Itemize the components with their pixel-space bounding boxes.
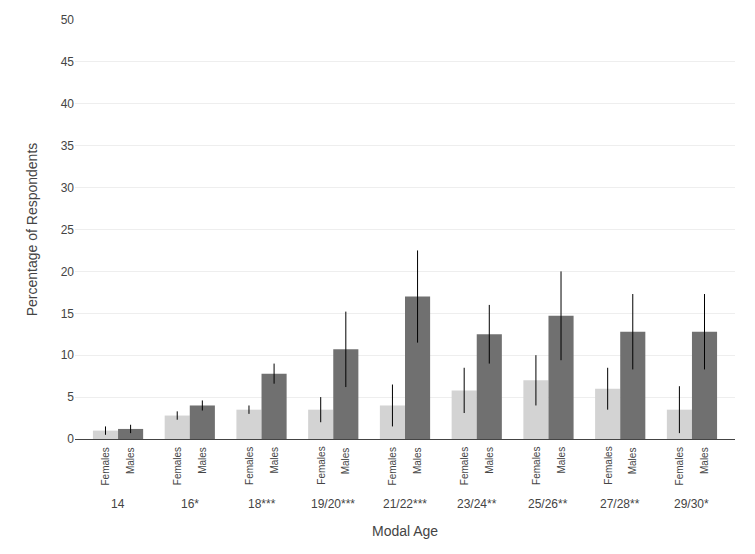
svg-text:Females: Females xyxy=(244,447,255,485)
svg-text:35: 35 xyxy=(61,139,75,153)
svg-text:21/22***: 21/22*** xyxy=(383,497,427,511)
svg-text:50: 50 xyxy=(61,13,75,27)
svg-text:30: 30 xyxy=(61,181,75,195)
svg-text:45: 45 xyxy=(61,55,75,69)
svg-text:40: 40 xyxy=(61,97,75,111)
svg-text:Males: Males xyxy=(412,447,423,474)
svg-text:23/24**: 23/24** xyxy=(457,497,497,511)
svg-text:20: 20 xyxy=(61,265,75,279)
svg-text:10: 10 xyxy=(61,348,75,362)
svg-text:Percentage of Respondents: Percentage of Respondents xyxy=(24,143,40,317)
svg-text:15: 15 xyxy=(61,307,75,321)
svg-text:Females: Females xyxy=(531,447,542,485)
svg-text:18***: 18*** xyxy=(248,497,276,511)
svg-text:0: 0 xyxy=(67,432,74,446)
svg-text:Males: Males xyxy=(269,447,280,474)
svg-text:Males: Males xyxy=(627,448,638,475)
svg-text:25/26**: 25/26** xyxy=(528,497,568,511)
svg-text:Males: Males xyxy=(125,447,136,474)
svg-text:14: 14 xyxy=(111,497,125,511)
svg-text:Males: Males xyxy=(340,448,351,475)
svg-text:Females: Females xyxy=(387,447,398,485)
svg-text:5: 5 xyxy=(67,390,74,404)
svg-text:Males: Males xyxy=(197,447,208,474)
svg-text:Modal Age: Modal Age xyxy=(372,523,438,539)
svg-text:Females: Females xyxy=(459,447,470,485)
svg-text:Males: Males xyxy=(484,447,495,474)
svg-text:Males: Males xyxy=(699,447,710,474)
svg-text:29/30*: 29/30* xyxy=(674,497,709,511)
svg-text:16*: 16* xyxy=(181,497,199,511)
svg-text:19/20***: 19/20*** xyxy=(311,497,355,511)
svg-text:Females: Females xyxy=(603,446,614,484)
svg-text:Females: Females xyxy=(100,447,111,485)
svg-text:Females: Females xyxy=(172,447,183,485)
svg-text:Males: Males xyxy=(556,447,567,474)
svg-text:Females: Females xyxy=(674,447,685,485)
svg-text:25: 25 xyxy=(61,223,75,237)
svg-text:Females: Females xyxy=(316,446,327,484)
svg-text:27/28**: 27/28** xyxy=(600,497,640,511)
